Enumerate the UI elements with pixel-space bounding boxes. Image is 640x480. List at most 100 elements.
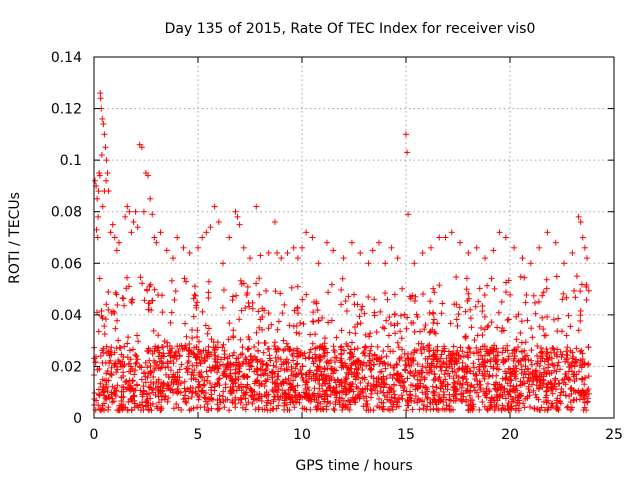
- data-point: [402, 367, 409, 374]
- data-point: [415, 340, 422, 347]
- data-point: [239, 344, 246, 351]
- data-point: [95, 402, 102, 409]
- data-point: [464, 297, 471, 304]
- data-point: [444, 386, 451, 393]
- data-point: [359, 303, 366, 310]
- data-point: [158, 359, 165, 366]
- data-point: [368, 390, 375, 397]
- data-point: [517, 273, 524, 280]
- data-point: [495, 405, 502, 412]
- data-point: [471, 337, 478, 344]
- data-point: [406, 388, 413, 395]
- data-point: [392, 330, 399, 337]
- data-point: [529, 370, 536, 377]
- data-point: [286, 346, 293, 353]
- data-point: [108, 310, 115, 317]
- data-point: [526, 370, 533, 377]
- data-point: [523, 291, 530, 298]
- data-point: [507, 393, 514, 400]
- data-point: [561, 260, 568, 267]
- data-point: [383, 317, 390, 324]
- data-point: [120, 393, 127, 400]
- data-point: [145, 383, 152, 390]
- data-point: [215, 376, 222, 383]
- data-point: [472, 303, 479, 310]
- data-point: [247, 392, 254, 399]
- data-point: [189, 334, 196, 341]
- data-point: [568, 390, 575, 397]
- data-point: [512, 385, 519, 392]
- data-point: [114, 301, 121, 308]
- data-point: [103, 377, 110, 384]
- data-point: [383, 353, 390, 360]
- data-point: [253, 356, 260, 363]
- data-point: [100, 121, 107, 128]
- data-point: [519, 381, 526, 388]
- data-point: [126, 208, 133, 215]
- data-point: [111, 349, 118, 356]
- data-point: [354, 357, 361, 364]
- data-point: [132, 387, 139, 394]
- data-point: [563, 294, 570, 301]
- data-point: [155, 399, 162, 406]
- data-point: [405, 211, 412, 218]
- data-point: [443, 402, 450, 409]
- data-point: [417, 328, 424, 335]
- data-point: [559, 296, 566, 303]
- data-point: [98, 307, 105, 314]
- data-point: [294, 382, 301, 389]
- data-point: [393, 361, 400, 368]
- data-point: [558, 354, 565, 361]
- data-point: [142, 359, 149, 366]
- data-point: [401, 350, 408, 357]
- data-point: [391, 322, 398, 329]
- data-point: [310, 360, 317, 367]
- data-point: [223, 374, 230, 381]
- data-point: [439, 300, 446, 307]
- data-point: [252, 406, 259, 413]
- data-point: [420, 405, 427, 412]
- data-point: [172, 288, 179, 295]
- data-point: [354, 394, 361, 401]
- data-point: [186, 249, 193, 256]
- data-point: [438, 397, 445, 404]
- data-point: [410, 355, 417, 362]
- data-point: [473, 244, 480, 251]
- data-point: [488, 403, 495, 410]
- data-point: [153, 239, 160, 246]
- data-point: [253, 329, 260, 336]
- data-point: [101, 331, 108, 338]
- data-point: [458, 398, 465, 405]
- data-point: [168, 309, 175, 316]
- data-point: [543, 285, 550, 292]
- data-point: [368, 343, 375, 350]
- data-point: [137, 274, 144, 281]
- data-point: [504, 317, 511, 324]
- data-point: [483, 385, 490, 392]
- data-point: [194, 353, 201, 360]
- data-point: [287, 396, 294, 403]
- data-point: [333, 334, 340, 341]
- data-point: [157, 404, 164, 411]
- data-point: [581, 381, 588, 388]
- data-point: [539, 314, 546, 321]
- data-point: [456, 304, 463, 311]
- data-point: [290, 357, 297, 364]
- data-point: [102, 394, 109, 401]
- data-point: [178, 380, 185, 387]
- data-point: [274, 249, 281, 256]
- data-point: [420, 383, 427, 390]
- data-point: [197, 360, 204, 367]
- data-point: [459, 375, 466, 382]
- data-point: [193, 304, 200, 311]
- data-point: [217, 399, 224, 406]
- data-point: [253, 203, 260, 210]
- data-point: [174, 385, 181, 392]
- data-point: [471, 376, 478, 383]
- data-point: [521, 404, 528, 411]
- data-point: [489, 373, 496, 380]
- data-point: [194, 299, 201, 306]
- data-point: [132, 208, 139, 215]
- data-point: [294, 304, 301, 311]
- data-point: [396, 378, 403, 385]
